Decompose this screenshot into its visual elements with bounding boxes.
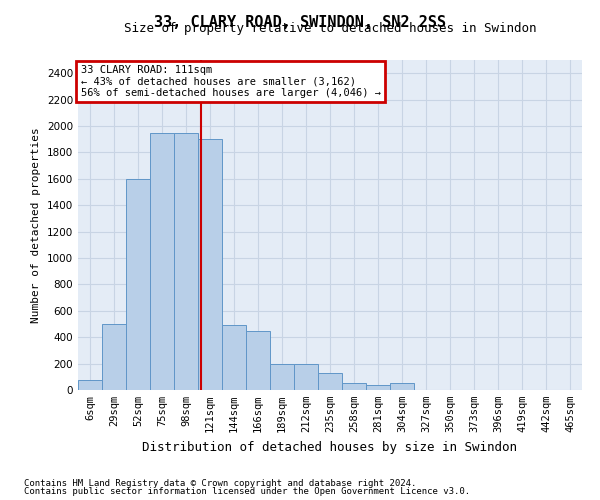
Bar xyxy=(78,380,102,390)
Bar xyxy=(342,382,366,390)
Y-axis label: Number of detached properties: Number of detached properties xyxy=(31,127,41,323)
Text: 33, CLARY ROAD, SWINDON, SN2 2SS: 33, CLARY ROAD, SWINDON, SN2 2SS xyxy=(154,15,446,30)
Bar xyxy=(246,330,270,390)
Title: Size of property relative to detached houses in Swindon: Size of property relative to detached ho… xyxy=(124,22,536,35)
Bar xyxy=(390,382,414,390)
Text: 33 CLARY ROAD: 111sqm
← 43% of detached houses are smaller (3,162)
56% of semi-d: 33 CLARY ROAD: 111sqm ← 43% of detached … xyxy=(80,65,380,98)
Bar xyxy=(174,132,198,390)
Bar xyxy=(102,324,126,390)
Bar xyxy=(126,179,150,390)
Bar xyxy=(150,132,174,390)
Bar xyxy=(222,326,246,390)
Bar xyxy=(294,364,318,390)
Bar xyxy=(198,139,222,390)
Text: Contains public sector information licensed under the Open Government Licence v3: Contains public sector information licen… xyxy=(24,487,470,496)
Bar xyxy=(318,373,342,390)
Bar xyxy=(270,364,294,390)
Text: Contains HM Land Registry data © Crown copyright and database right 2024.: Contains HM Land Registry data © Crown c… xyxy=(24,478,416,488)
X-axis label: Distribution of detached houses by size in Swindon: Distribution of detached houses by size … xyxy=(143,440,517,454)
Bar xyxy=(366,386,390,390)
